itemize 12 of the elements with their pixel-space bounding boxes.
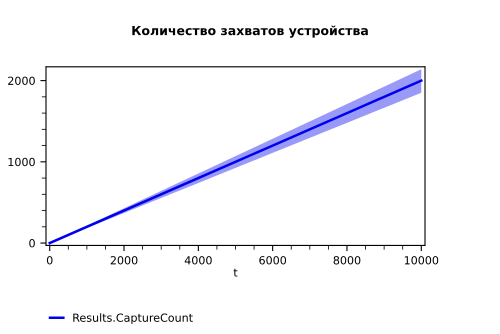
chart-title: Количество захватов устройства [132,26,368,38]
x-tick-label: 0 [46,256,53,265]
y-tick-label: 1000 [8,158,35,166]
x-tick-label: 6000 [259,256,286,265]
legend-label: Results.CaptureCount [73,313,193,324]
x-tick-label: 4000 [184,256,212,265]
x-axis-title: t [234,268,238,276]
x-tick-label: 2000 [110,256,138,265]
y-tick-label: 0 [29,239,35,248]
y-tick-label: 2000 [8,76,35,85]
x-tick-label: 8000 [334,256,360,265]
x-tick-label: 10000 [404,256,438,265]
